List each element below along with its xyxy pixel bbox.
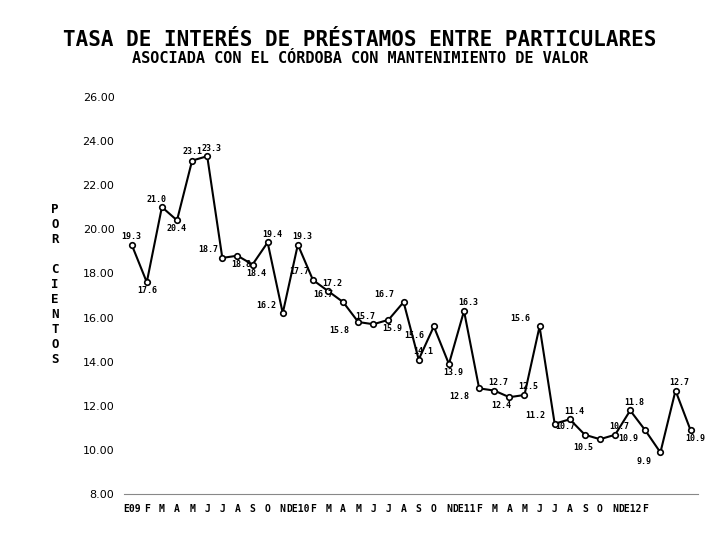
Text: 16.3: 16.3 <box>458 299 478 307</box>
Text: 23.3: 23.3 <box>202 144 221 153</box>
Text: 19.4: 19.4 <box>262 230 282 239</box>
Text: 23.1: 23.1 <box>182 147 202 156</box>
Text: 11.8: 11.8 <box>624 398 644 407</box>
Text: 12.8: 12.8 <box>450 393 469 401</box>
Text: 10.9: 10.9 <box>685 435 705 443</box>
Text: TASA DE INTERÉS DE PRÉSTAMOS ENTRE PARTICULARES: TASA DE INTERÉS DE PRÉSTAMOS ENTRE PARTI… <box>63 30 657 50</box>
Text: 11.4: 11.4 <box>564 407 584 416</box>
Text: 16.7: 16.7 <box>374 289 394 299</box>
Text: 15.7: 15.7 <box>355 312 375 321</box>
Text: 21.0: 21.0 <box>146 194 166 204</box>
Text: 14.1: 14.1 <box>413 347 433 356</box>
Text: 12.7: 12.7 <box>670 378 690 387</box>
Text: 15.6: 15.6 <box>405 330 424 340</box>
Text: 12.5: 12.5 <box>518 382 539 392</box>
Text: 10.5: 10.5 <box>573 443 593 453</box>
Text: 15.6: 15.6 <box>510 314 530 323</box>
Text: 12.7: 12.7 <box>488 378 508 387</box>
Text: 17.7: 17.7 <box>289 267 309 276</box>
Text: 19.3: 19.3 <box>122 232 142 241</box>
Text: 20.4: 20.4 <box>167 225 187 233</box>
Text: 16.2: 16.2 <box>256 301 276 309</box>
Text: ASOCIADA CON EL CÓRDOBA CON MANTENIMIENTO DE VALOR: ASOCIADA CON EL CÓRDOBA CON MANTENIMIENT… <box>132 51 588 66</box>
Text: 12.4: 12.4 <box>491 401 511 410</box>
Y-axis label: P
O
R
 
C
I
E
N
T
O
S: P O R C I E N T O S <box>51 203 58 366</box>
Text: 11.2: 11.2 <box>525 411 545 420</box>
Text: 18.8: 18.8 <box>232 260 251 269</box>
Text: 15.9: 15.9 <box>382 324 402 333</box>
Text: 18.4: 18.4 <box>247 269 266 278</box>
Text: 13.9: 13.9 <box>443 368 463 377</box>
Text: 16.7: 16.7 <box>314 289 334 299</box>
Text: 10.9: 10.9 <box>618 435 639 443</box>
Text: 17.2: 17.2 <box>323 279 342 287</box>
Text: 9.9: 9.9 <box>636 457 652 465</box>
Text: 15.8: 15.8 <box>329 326 348 335</box>
Text: 10.7: 10.7 <box>609 422 629 431</box>
Text: 17.6: 17.6 <box>137 286 157 295</box>
Text: 18.7: 18.7 <box>199 245 218 254</box>
Text: 10.7: 10.7 <box>555 422 575 431</box>
Text: 19.3: 19.3 <box>292 232 312 241</box>
